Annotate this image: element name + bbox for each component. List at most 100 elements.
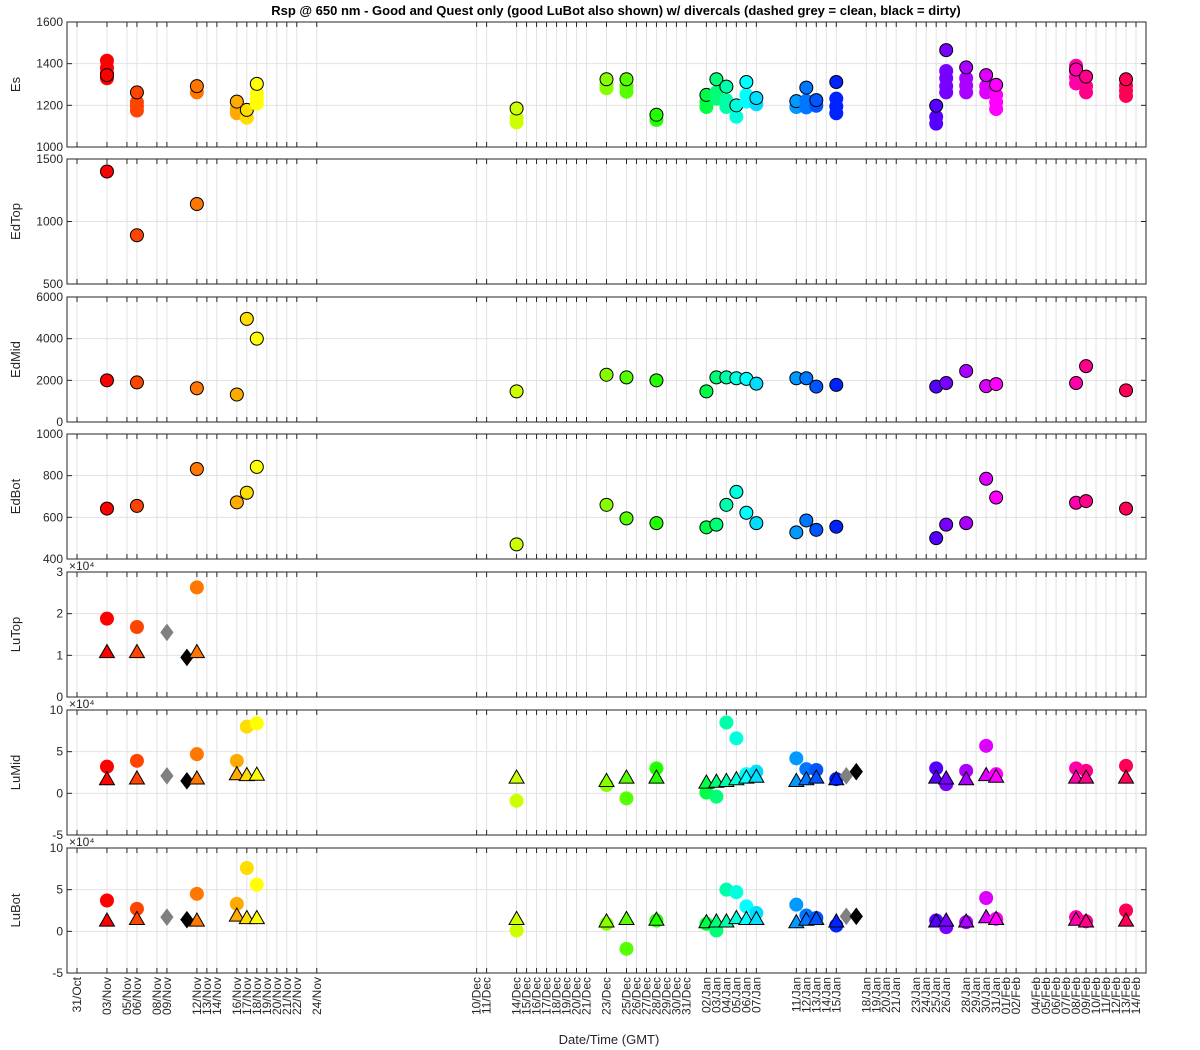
data-point-triangle (648, 768, 665, 784)
data-point-circle (239, 861, 254, 875)
x-tick-label: 12/Nov (190, 977, 204, 1015)
data-point-circle (979, 738, 994, 753)
data-point-triangle (238, 909, 256, 925)
x-tick-label: 03/Nov (100, 977, 114, 1015)
x-tick-label: 07/Jan (749, 977, 763, 1013)
data-points (99, 311, 1134, 402)
data-point-triangle (598, 772, 615, 787)
data-point-triangle (937, 911, 955, 927)
data-point-circle (99, 611, 114, 626)
data-point-diamond (160, 766, 174, 785)
data-point-circle (189, 886, 204, 901)
data-point-circle (129, 375, 144, 390)
data-point-circle (749, 91, 764, 106)
data-point-circle (649, 516, 664, 531)
x-tick-label: 29/Jan (969, 977, 983, 1013)
data-point-triangle (1077, 768, 1095, 784)
y-tick-label: 2000 (36, 373, 63, 387)
y-axis-label: EdTop (8, 203, 23, 240)
data-point-circle (1079, 359, 1094, 374)
data-point-triangle (728, 909, 745, 925)
data-point-circle (739, 75, 754, 89)
data-point-circle (229, 387, 244, 402)
x-tick-label: 14/Jan (819, 977, 833, 1013)
y-axis-label: Es (8, 76, 23, 92)
data-point-triangle (618, 910, 635, 925)
data-point-circle (789, 751, 804, 766)
data-point-circle (939, 376, 954, 391)
data-point-circle (709, 789, 724, 804)
x-tick-label: 19/Jan (869, 977, 883, 1013)
x-tick-label: 12/Jan (799, 977, 813, 1013)
y-tick-label: 400 (43, 552, 63, 566)
data-point-circle (719, 715, 734, 730)
y-tick-label: 1 (56, 648, 63, 662)
data-point-triangle (508, 910, 525, 925)
data-point-triangle (228, 765, 246, 781)
data-point-circle (1119, 501, 1134, 516)
data-point-circle (189, 462, 204, 476)
data-point-triangle (708, 912, 725, 928)
y-tick-label: 1200 (36, 98, 63, 112)
panel-es: 1000 1200 1400 1600 Es (8, 15, 1147, 154)
data-point-triangle (598, 912, 615, 928)
y-tick-label: 6000 (36, 290, 63, 304)
y-tick-label: 5 (56, 745, 63, 759)
x-tick-label: 10/Feb (1089, 977, 1103, 1015)
x-tick-label: 04/Jan (719, 977, 733, 1013)
y-tick-label: 1000 (36, 427, 63, 441)
data-point-triangle (248, 909, 266, 925)
data-point-diamond (839, 907, 853, 926)
data-point-circle (829, 377, 844, 392)
data-point-circle (719, 79, 734, 94)
x-tick-label: 18/Dec (550, 977, 564, 1015)
x-tick-label: 14/Dec (510, 977, 524, 1015)
data-point-circle (619, 791, 634, 806)
x-tick-label: 04/Feb (1029, 977, 1043, 1015)
x-tick-label: 26/Dec (629, 977, 643, 1015)
x-tick-label: 18/Jan (859, 977, 873, 1013)
x-tick-label: 17/Dec (540, 977, 554, 1015)
x-tick-label: 16/Nov (230, 977, 244, 1015)
x-tick-label: 05/Nov (120, 977, 134, 1015)
data-point-circle (129, 753, 144, 768)
data-point-circle (739, 505, 754, 520)
data-point-circle (649, 107, 664, 122)
data-point-circle (729, 731, 744, 746)
y-tick-label: 500 (43, 277, 63, 291)
data-point-circle (99, 893, 114, 908)
y-axis-label: EdMid (8, 341, 23, 378)
x-tick-label: 13/Feb (1119, 977, 1133, 1015)
x-tick-label: 30/Dec (669, 977, 683, 1015)
data-points (98, 861, 1135, 956)
x-tick-label: 14/Feb (1129, 977, 1143, 1015)
x-tick-label: 30/Jan (979, 977, 993, 1013)
panel-edbot: 400 600 800 1000 EdBot (8, 427, 1147, 566)
y-tick-label: 0 (56, 924, 63, 938)
data-point-triangle (957, 770, 975, 786)
x-tick-label: 16/Dec (530, 977, 544, 1015)
x-tick-label: 11/Jan (789, 977, 803, 1012)
data-point-triangle (648, 911, 665, 926)
panel-lumid: -5 0 5 10 ×10⁴ LuMid (8, 697, 1147, 842)
x-tick-label: 25/Jan (929, 977, 943, 1013)
y-tick-label: 1400 (36, 57, 63, 71)
y-tick-label: 2 (56, 607, 63, 621)
data-point-circle (989, 490, 1004, 505)
data-point-circle (229, 94, 244, 109)
data-point-circle (719, 497, 734, 512)
x-tick-label: 29/Dec (659, 977, 673, 1015)
data-point-circle (1069, 376, 1084, 391)
data-point-diamond (180, 910, 194, 929)
data-point-circle (619, 941, 634, 956)
y-tick-label: 0 (56, 690, 63, 704)
data-point-circle (829, 75, 844, 89)
data-point-triangle (827, 912, 845, 928)
x-tick-label: 19/Nov (260, 977, 274, 1015)
y-tick-label: 0 (56, 415, 63, 429)
data-point-triangle (128, 769, 146, 785)
x-tick-label: 06/Nov (130, 977, 144, 1015)
data-point-circle (939, 63, 954, 78)
data-points (99, 43, 1134, 131)
data-point-circle (959, 516, 974, 531)
